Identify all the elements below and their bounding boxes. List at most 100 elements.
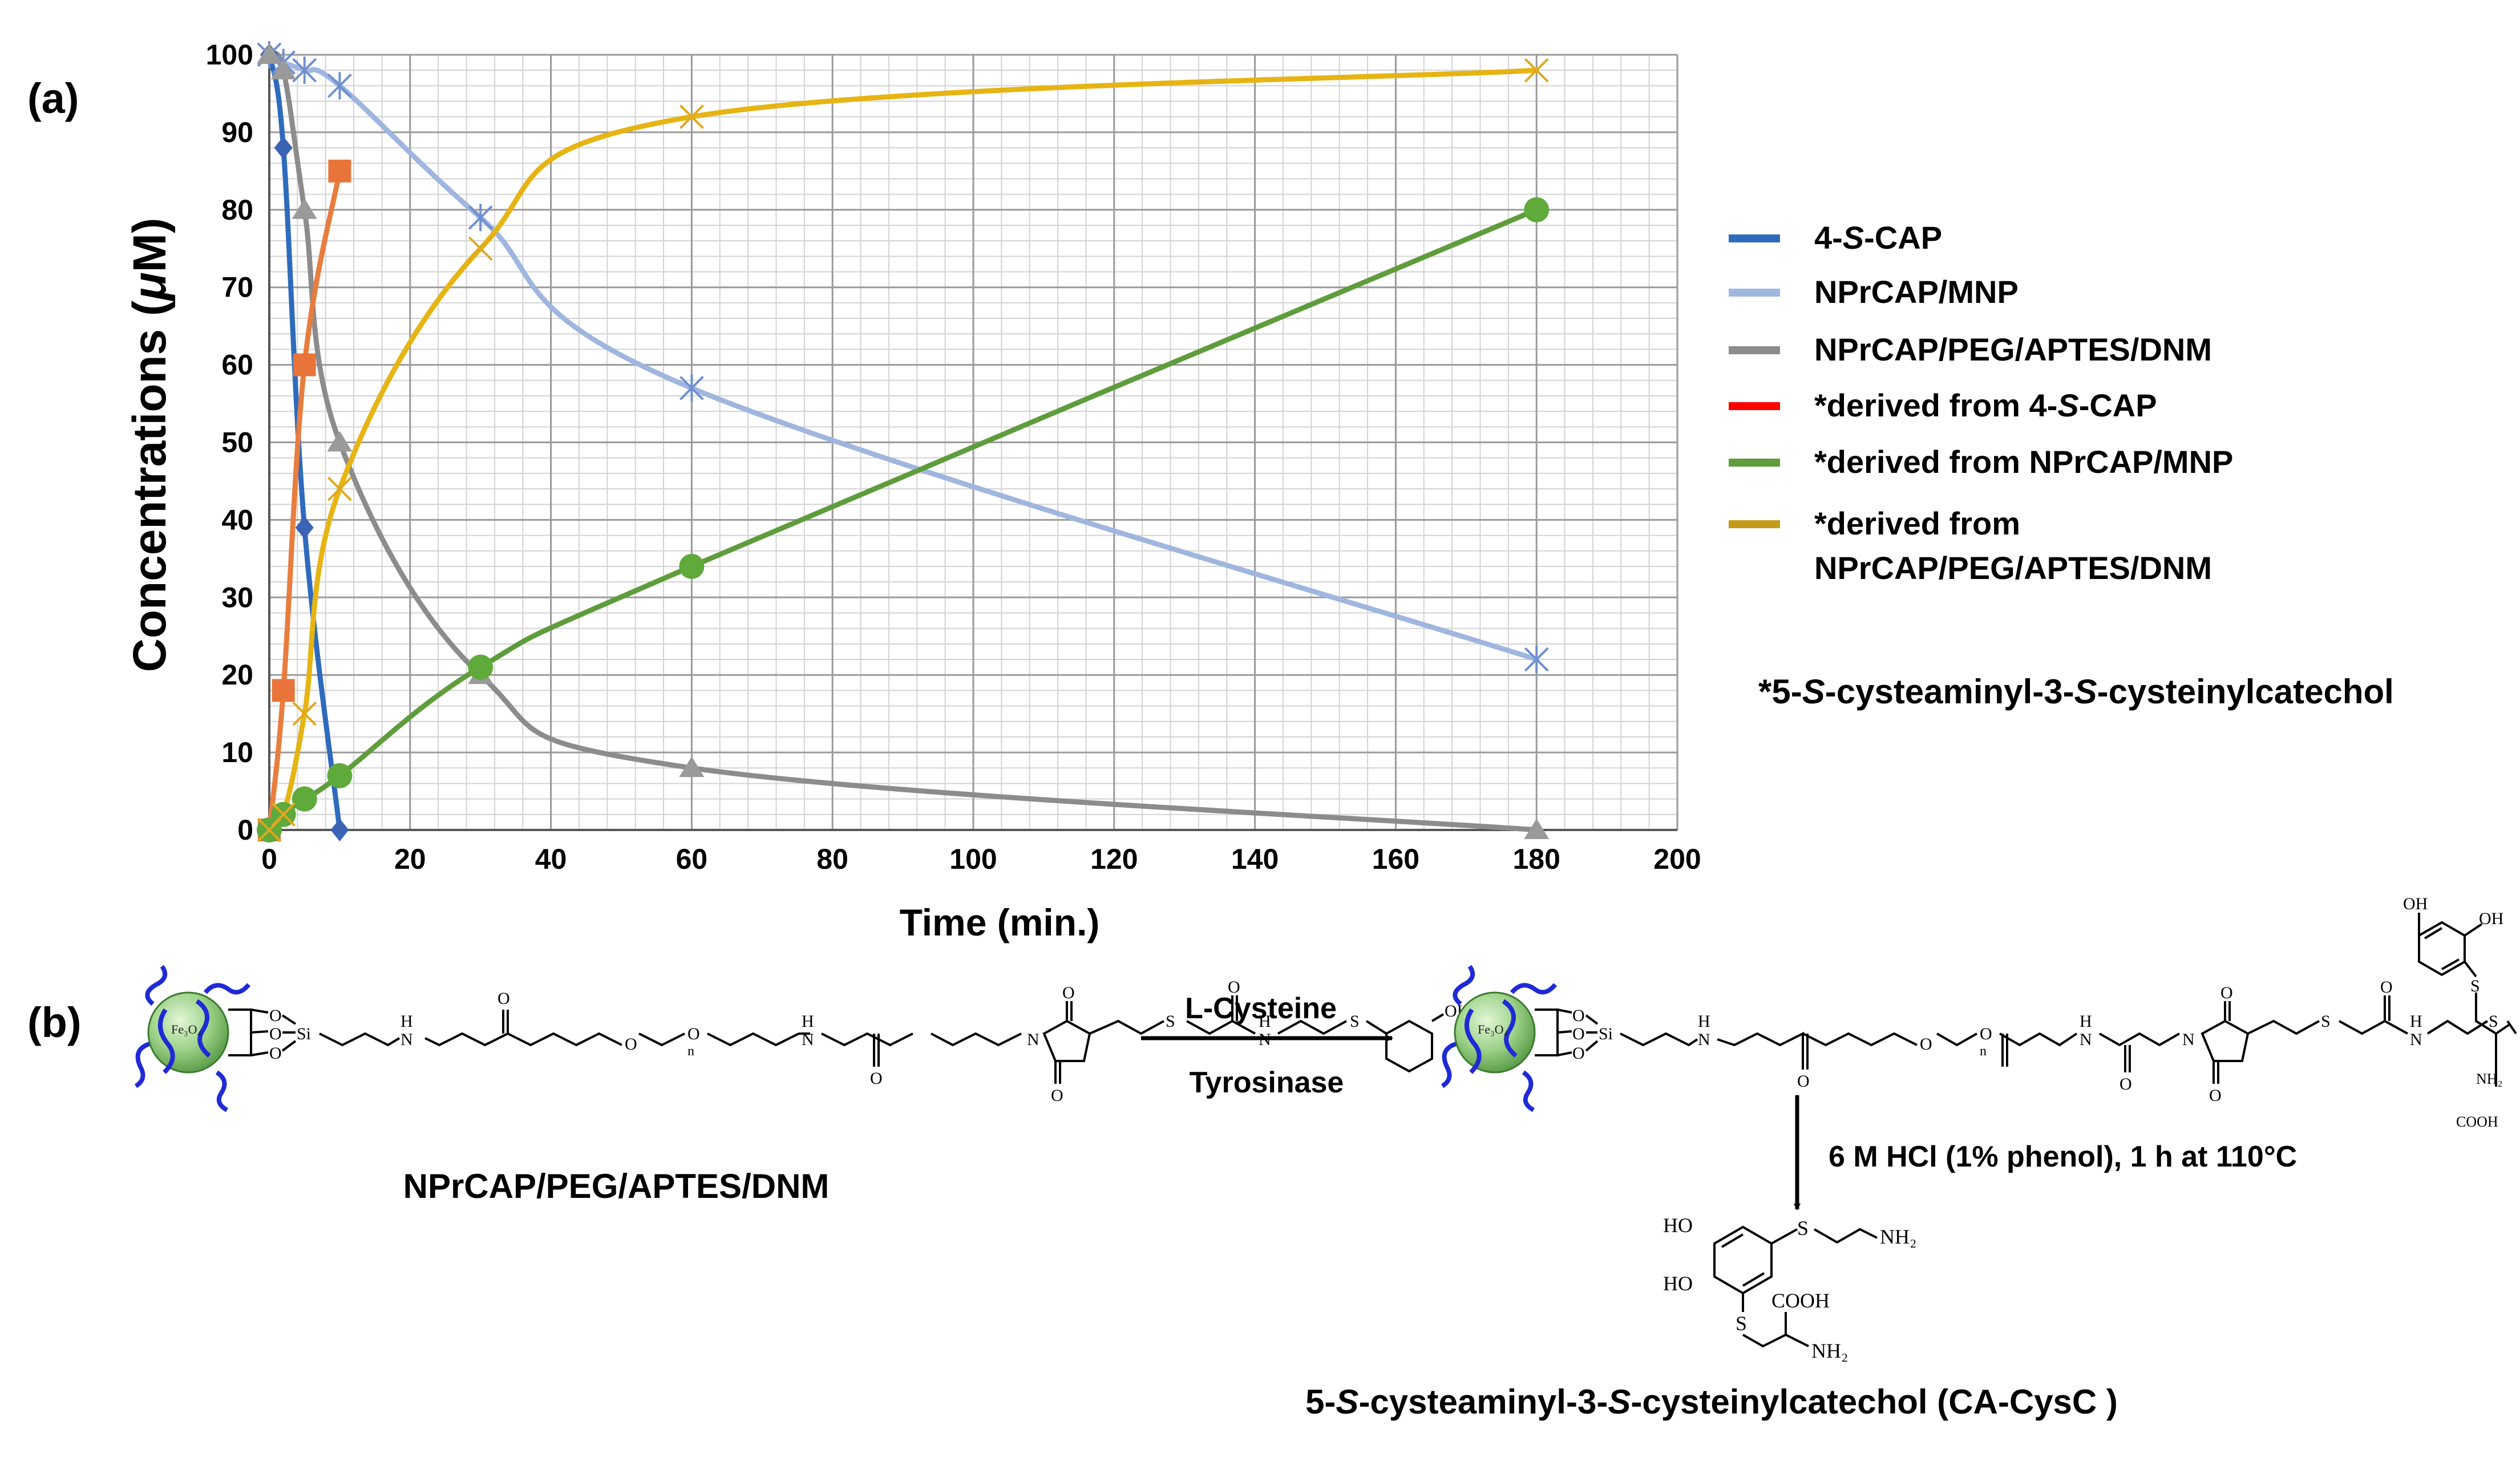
data-point-marker: [468, 236, 493, 261]
data-point-marker: [328, 159, 351, 183]
y-tick-label: 30: [221, 581, 253, 613]
svg-text:N: N: [2080, 1030, 2092, 1049]
svg-text:NH₂: NH₂: [1880, 1225, 1917, 1248]
svg-text:NH₂: NH₂: [1811, 1339, 1848, 1362]
svg-text:Si: Si: [297, 1024, 311, 1043]
data-point-marker: [327, 431, 353, 452]
svg-text:O: O: [1051, 1086, 1063, 1105]
y-tick-label: 40: [221, 504, 253, 536]
svg-text:H: H: [802, 1012, 814, 1031]
start-molecule-atoms: O O O Si H N O O n O H N O N O O S O H N…: [269, 978, 1469, 1105]
x-tick-label: 140: [1231, 843, 1279, 875]
data-point-marker: [1524, 197, 1550, 222]
svg-text:O: O: [1797, 1072, 1810, 1091]
svg-text:O: O: [2220, 983, 2233, 1002]
data-point-marker: [293, 353, 316, 376]
svg-text:N: N: [401, 1030, 413, 1049]
series-line: [266, 50, 1539, 833]
svg-text:n: n: [687, 1044, 694, 1059]
data-point-marker: [330, 819, 349, 841]
svg-text:S: S: [1736, 1312, 1747, 1335]
y-tick-label: 90: [221, 116, 253, 148]
svg-text:O: O: [1920, 1035, 1932, 1054]
reagent-tyrosinase: Tyrosinase: [1190, 1066, 1344, 1099]
data-point-marker: [468, 204, 493, 232]
series-line: [266, 52, 342, 833]
svg-text:S: S: [1797, 1217, 1809, 1240]
svg-text:n: n: [1980, 1044, 1987, 1059]
series-line: [266, 168, 342, 833]
x-tick-label: 100: [949, 843, 997, 875]
data-point-marker: [292, 701, 317, 726]
y-tick-label: 20: [221, 659, 253, 691]
data-point-marker: [274, 136, 293, 160]
svg-text:Fe₃O₄: Fe₃O₄: [1478, 1022, 1508, 1036]
svg-text:N: N: [802, 1030, 814, 1049]
reagent-l-cysteine: L-Cysteine: [1185, 992, 1337, 1025]
data-point-marker: [292, 56, 317, 84]
svg-text:O: O: [269, 1024, 282, 1043]
svg-text:O: O: [269, 1044, 282, 1063]
hydrolysis-conditions: 6 M HCl (1% phenol), 1 h at 110°C: [1829, 1140, 2297, 1173]
chart-axes: [268, 55, 1677, 831]
x-tick-label: 0: [261, 843, 277, 875]
product-compound-name: 5-S-cysteaminyl-3-S-cysteinylcatechol (C…: [1305, 1383, 2118, 1421]
svg-text:HO: HO: [1663, 1272, 1693, 1295]
y-tick-label: 100: [206, 39, 253, 71]
footnote: *5-S-cysteaminyl-3-S-cysteinylcatechol: [1758, 673, 2394, 711]
svg-text:O: O: [625, 1035, 637, 1054]
svg-text:Si: Si: [1599, 1024, 1613, 1043]
data-point-marker: [679, 374, 704, 402]
svg-text:S: S: [2489, 1012, 2498, 1031]
y-tick-label: 50: [221, 427, 253, 459]
svg-text:Fe₃O₄: Fe₃O₄: [171, 1022, 201, 1036]
x-tick-label: 160: [1372, 843, 1419, 875]
data-point-marker: [327, 763, 353, 788]
svg-text:O: O: [1572, 1006, 1585, 1025]
data-point-marker: [292, 786, 317, 812]
line-chart: 0 20 40 60 80 100 120 140 160 180 200 0 10 20 30 40 50 6…: [206, 39, 1701, 875]
svg-text:N: N: [1027, 1030, 1039, 1049]
svg-text:O: O: [1572, 1044, 1585, 1063]
svg-text:O: O: [497, 989, 510, 1008]
svg-text:O: O: [2119, 1075, 2132, 1094]
y-tick-labels: 0 10 20 30 40 50 60 70 80 90 100: [206, 39, 253, 846]
x-tick-label: 40: [535, 843, 567, 875]
svg-text:OH: OH: [2479, 909, 2503, 928]
y-tick-label: 60: [221, 349, 253, 381]
legend-label: *derived from NPrCAP/MNP: [1814, 444, 2233, 480]
svg-text:S: S: [1166, 1012, 1175, 1031]
svg-text:N: N: [2182, 1030, 2195, 1049]
ca-cysc-structure: [1713, 1225, 1878, 1348]
x-axis-label: Time (min.): [900, 901, 1100, 943]
data-point-marker: [1524, 646, 1549, 674]
svg-text:O: O: [1980, 1024, 1992, 1043]
data-point-marker: [327, 476, 352, 501]
svg-text:O: O: [269, 1006, 282, 1025]
nanoparticle-right: Fe₃O₄: [1441, 965, 1558, 1112]
legend-label: *derived from 4-S-CAP: [1814, 387, 2157, 423]
x-tick-labels: 0 20 40 60 80 100 120 140 160 180 200: [261, 843, 1701, 875]
y-axis-label: Concentrations (μM): [124, 218, 176, 673]
svg-text:S: S: [1350, 1012, 1360, 1031]
x-tick-label: 200: [1653, 843, 1701, 875]
svg-text:O: O: [870, 1069, 883, 1088]
data-point-marker: [295, 516, 314, 539]
y-axis-label-part: M): [124, 218, 176, 273]
x-tick-label: 20: [394, 843, 426, 875]
chart-legend: 4-S-CAP NPrCAP/MNP NPrCAP/PEG/APTES/DNM *de…: [1729, 220, 2233, 586]
series-markers: [257, 41, 1550, 843]
svg-text:S: S: [2321, 1012, 2331, 1031]
y-tick-label: 80: [221, 194, 253, 226]
svg-text:H: H: [401, 1012, 413, 1031]
y-tick-label: 0: [237, 814, 253, 846]
y-axis-label-part: Concentrations (: [124, 300, 176, 672]
svg-text:H: H: [2410, 1012, 2422, 1031]
svg-text:NH₂: NH₂: [2476, 1071, 2503, 1087]
data-point-marker: [271, 802, 296, 827]
start-molecule-structure: [228, 995, 1445, 1084]
x-tick-label: 180: [1512, 843, 1560, 875]
data-point-marker: [257, 43, 282, 64]
ca-cysc-atoms: HO HO S NH₂ S COOH NH₂: [1663, 1214, 1917, 1362]
